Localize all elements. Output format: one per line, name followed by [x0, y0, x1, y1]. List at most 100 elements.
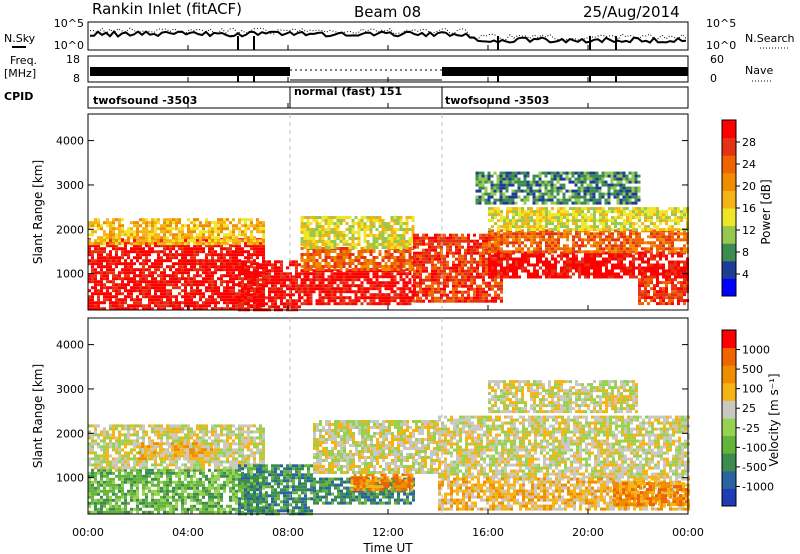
echo-cell [659, 244, 662, 248]
echo-cell [190, 289, 193, 293]
echo-cell [283, 272, 286, 276]
echo-cell [127, 250, 130, 254]
echo-cell [638, 213, 641, 217]
freq-unit-label: [MHz] [4, 67, 36, 80]
echo-cell [431, 242, 434, 246]
echo-cell [157, 274, 160, 278]
echo-cell [599, 232, 602, 236]
echo-cell [241, 293, 244, 297]
echo-cell [262, 295, 265, 299]
echo-cell [333, 240, 337, 243]
echo-cell [626, 269, 629, 273]
echo-cell [378, 243, 382, 246]
echo-cell [259, 304, 262, 308]
echo-cell [577, 171, 581, 175]
echo-cell [94, 304, 97, 308]
echo-cell [184, 262, 187, 266]
echo-cell [668, 241, 671, 245]
echo-cell [309, 265, 313, 268]
echo-cell [632, 244, 635, 248]
echo-cell [557, 228, 560, 232]
echo-cell [551, 219, 554, 223]
echo-cell [136, 239, 139, 243]
echo-cell [145, 292, 148, 296]
echo-cell [354, 268, 358, 271]
echo-cell [354, 237, 358, 240]
echo-cell [559, 198, 563, 202]
echo-cell [399, 278, 403, 282]
echo-cell [232, 292, 235, 296]
echo-cell [139, 230, 142, 234]
echo-cell [133, 274, 136, 278]
echo-cell [333, 256, 337, 259]
echo-cell [408, 281, 412, 285]
echo-cell [497, 293, 500, 297]
echo-cell [500, 233, 503, 237]
echo-cell [541, 180, 545, 184]
echo-cell [145, 227, 148, 231]
echo-cell [494, 260, 497, 264]
echo-cell [97, 307, 100, 311]
echo-cell [286, 275, 289, 279]
echo-cell [548, 272, 551, 276]
echo-cell [434, 245, 437, 249]
echo-cell [536, 263, 539, 267]
echo-cell [369, 234, 373, 237]
echo-cell [241, 295, 244, 299]
echo-cell [88, 253, 91, 257]
echo-cell [145, 277, 148, 281]
echo-cell [283, 290, 286, 294]
echo-cell [653, 254, 656, 258]
echo-cell [306, 262, 310, 265]
echo-cell [641, 275, 644, 279]
echo-cell [124, 289, 127, 293]
echo-cell [601, 174, 605, 178]
echo-cell [169, 280, 172, 284]
echo-cell [494, 275, 497, 279]
echo-cell [154, 227, 157, 231]
echo-cell [408, 240, 412, 243]
echo-cell [336, 296, 340, 300]
echo-cell [396, 216, 400, 219]
echo-cell [169, 304, 172, 308]
echo-cell [596, 232, 599, 236]
echo-cell [381, 237, 385, 240]
echo-cell [440, 245, 443, 249]
echo-cell [211, 221, 214, 225]
echo-cell [473, 245, 476, 249]
echo-cell [482, 269, 485, 273]
echo-cell [157, 307, 160, 311]
echo-cell [539, 216, 542, 220]
echo-cell [523, 189, 527, 193]
echo-cell [626, 222, 629, 226]
echo-cell [551, 257, 554, 261]
echo-cell [396, 222, 400, 225]
echo-cell [348, 253, 352, 256]
echo-cell [384, 231, 388, 234]
echo-cell [193, 265, 196, 269]
echo-cell [481, 183, 485, 187]
echo-cell [577, 177, 581, 181]
echo-cell [527, 269, 530, 273]
echo-cell [530, 254, 533, 258]
echo-cell [318, 299, 322, 303]
echo-cell [360, 247, 364, 250]
echo-cell [103, 230, 106, 234]
echo-cell [333, 222, 337, 225]
echo-cell [575, 207, 578, 211]
echo-cell [274, 299, 277, 303]
echo-cell [271, 284, 274, 288]
echo-cell [547, 189, 551, 193]
echo-cell [375, 243, 379, 246]
echo-cell [506, 207, 509, 211]
echo-cell [256, 305, 259, 309]
echo-cell [199, 230, 202, 234]
echo-cell [366, 219, 370, 222]
echo-cell [286, 278, 289, 282]
echo-cell [348, 243, 352, 246]
echo-cell [318, 278, 322, 282]
echo-cell [100, 242, 103, 246]
echo-cell [408, 265, 412, 268]
echo-cell [399, 296, 403, 300]
echo-cell [565, 201, 569, 205]
